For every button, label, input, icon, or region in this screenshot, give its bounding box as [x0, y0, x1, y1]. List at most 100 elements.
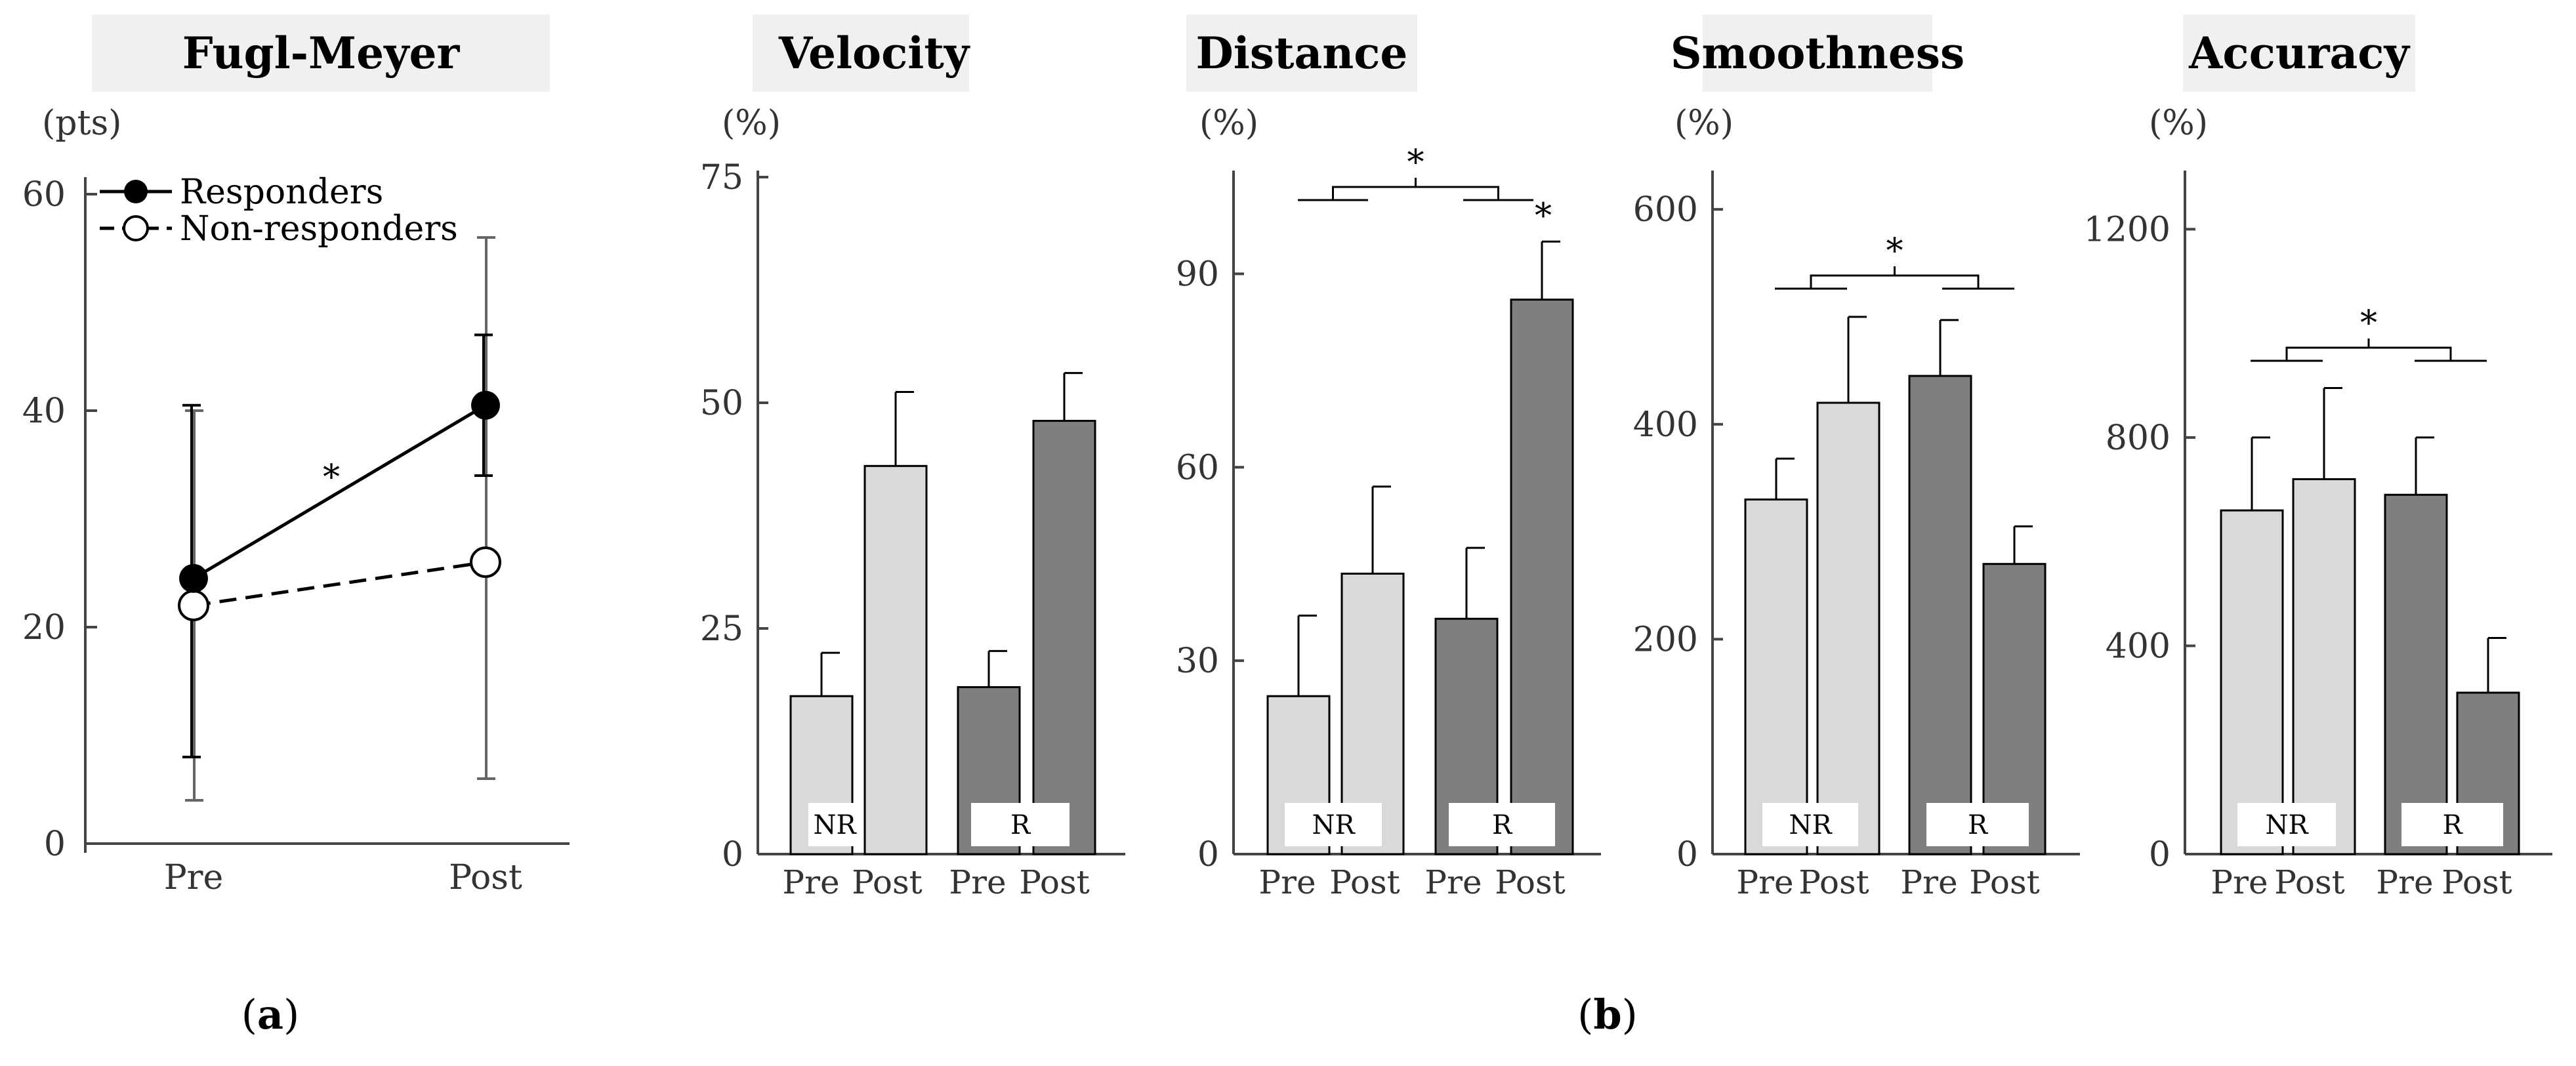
accuracy-x-label: Pre: [2376, 863, 2433, 901]
accuracy-bar-nr-pre: [2220, 509, 2284, 855]
non-responders-point-pre: [178, 590, 209, 621]
velocity-x-label: Pre: [782, 863, 839, 901]
fugl-meyer-y-tick-label: 40: [22, 392, 66, 431]
smoothness-y-tick-label: 200: [1633, 620, 1698, 659]
velocity-group-box-r: [971, 803, 1070, 846]
fugl-meyer-x-label: Pre: [164, 858, 224, 897]
smoothness-group-label-r: R: [1968, 810, 1989, 840]
distance-bar-r-post: [1510, 298, 1574, 855]
accuracy-unit: (%): [2149, 104, 2208, 143]
velocity-y-tick-label: 0: [722, 835, 743, 874]
fugl-meyer-title: Fugl-Meyer: [182, 28, 461, 79]
fugl-meyer-significance: *: [323, 458, 340, 497]
fugl-meyer-title-box: [92, 14, 550, 92]
fugl-meyer-y-tick-label: 20: [22, 608, 66, 647]
distance-x-label: Pre: [1258, 863, 1316, 901]
smoothness-x-label: Post: [1969, 863, 2039, 901]
accuracy-title: Accuracy: [2188, 28, 2410, 79]
accuracy-bracket-top: [2285, 346, 2452, 361]
velocity-y-tick-label: 50: [700, 384, 743, 423]
smoothness-significance-star: *: [1886, 232, 1903, 271]
distance-group-label-nr: NR: [1312, 810, 1356, 840]
distance-y-tick-label: 90: [1176, 255, 1219, 294]
smoothness-y-tick-label: 600: [1633, 190, 1698, 230]
smoothness-significance-bracket: *: [1775, 232, 2014, 290]
velocity-x-label: Pre: [949, 863, 1006, 901]
smoothness-x-label: Post: [1798, 863, 1869, 901]
accuracy-x-label: Pre: [2211, 863, 2268, 901]
accuracy-bar-r-pre: [2384, 493, 2448, 855]
accuracy-group-label-r: R: [2442, 810, 2463, 840]
smoothness-bar-nr-post: [1816, 401, 1880, 855]
responders-line: [192, 403, 487, 580]
accuracy-significance-star: *: [2360, 304, 2377, 343]
panel-distance: Distance (%) 0 30 60 90 NR R Pre Post Pre Post * *: [1176, 14, 1601, 901]
smoothness-bar-r-pre: [1908, 375, 1972, 855]
caption-b: (b): [1577, 991, 1638, 1038]
distance-title-box: [1186, 14, 1417, 92]
distance-bracket-top: [1332, 186, 1499, 200]
distance-x-label: Pre: [1424, 863, 1482, 901]
accuracy-y-tick-label: 400: [2106, 626, 2171, 666]
distance-x-label: Post: [1329, 863, 1400, 901]
accuracy-significance-bracket: *: [2251, 304, 2487, 362]
fugl-meyer-unit: (pts): [42, 104, 121, 143]
accuracy-x-label: Post: [2441, 863, 2512, 901]
smoothness-y-tick-label: 400: [1633, 405, 1698, 445]
velocity-y-tick-label: 75: [700, 158, 743, 197]
smoothness-group-box-r: [1926, 803, 2029, 846]
accuracy-bar-nr-post: [2292, 478, 2356, 855]
distance-y-tick-label: 0: [1197, 835, 1219, 874]
legend-non-responders-marker: [123, 215, 149, 241]
accuracy-x-label: Post: [2274, 863, 2344, 901]
fugl-meyer-y-tick-label: 0: [44, 825, 66, 864]
accuracy-group-box-nr: [2237, 803, 2336, 846]
distance-title: Distance: [1196, 28, 1408, 79]
velocity-unit: (%): [722, 104, 781, 143]
distance-group-box-r: [1449, 803, 1555, 846]
smoothness-bracket-top: [1810, 274, 1980, 289]
fugl-meyer-x-label: Post: [449, 858, 522, 897]
accuracy-title-box: [2183, 14, 2415, 92]
fugl-meyer-axes: [84, 177, 570, 853]
accuracy-y-tick-label: 1200: [2084, 210, 2171, 249]
smoothness-title: Smoothness: [1671, 28, 1964, 79]
panel-fugl-meyer: Fugl-Meyer (pts) 0 20 40 60 Pre Post * Respo…: [22, 14, 570, 897]
fugl-meyer-y-tick-label: 60: [22, 175, 66, 215]
fugl-meyer-x-labels: Pre Post: [164, 858, 522, 897]
distance-bar-significance-star: *: [1535, 196, 1552, 236]
smoothness-title-box: [1703, 14, 1932, 92]
distance-y-tick-label: 30: [1176, 642, 1219, 681]
velocity-group-label-r: R: [1010, 810, 1031, 840]
distance-y-tick-label: 60: [1176, 448, 1219, 487]
distance-group-label-r: R: [1492, 810, 1513, 840]
responders-point-pre: [179, 564, 208, 593]
velocity-title-box: [753, 14, 969, 92]
accuracy-y-tick-label: 800: [2106, 419, 2171, 458]
smoothness-unit: (%): [1674, 104, 1734, 143]
distance-significance-star: *: [1407, 143, 1424, 182]
responders-point-post: [471, 390, 500, 420]
velocity-x-label: Post: [1019, 863, 1089, 901]
smoothness-x-label: Pre: [1736, 863, 1793, 901]
non-responders-line: [193, 560, 486, 607]
non-responders-point-post: [470, 546, 501, 578]
velocity-bar-r-post: [1032, 420, 1096, 855]
smoothness-group-label-nr: NR: [1789, 810, 1833, 840]
accuracy-group-box-r: [2401, 803, 2503, 846]
fugl-meyer-error-bars: [182, 236, 495, 802]
distance-significance-bracket: *: [1298, 143, 1533, 201]
legend-responders-marker: [124, 180, 148, 203]
smoothness-x-label: Pre: [1900, 863, 1957, 901]
smoothness-y-tick-label: 0: [1676, 835, 1698, 874]
smoothness-group-box-nr: [1762, 803, 1858, 846]
caption-a: (a): [241, 991, 300, 1038]
accuracy-y-tick-label: 0: [2149, 835, 2171, 874]
velocity-y-tick-label: 25: [700, 609, 743, 649]
velocity-group-label-nr: NR: [813, 810, 857, 840]
velocity-x-label: Post: [852, 863, 922, 901]
